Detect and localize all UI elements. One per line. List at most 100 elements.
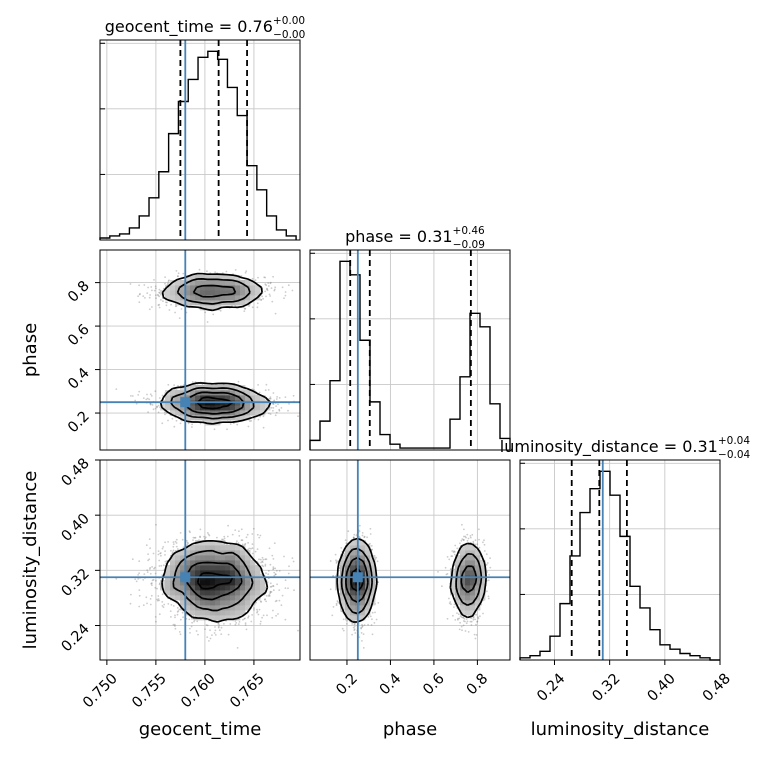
sample-point [157,553,160,556]
sample-point [275,405,277,407]
sample-point [265,558,268,561]
sample-point [149,294,152,296]
density-cell [210,300,216,306]
title-main: geocent_time = 0.76 [105,17,273,37]
density-cell [195,395,201,401]
sample-point [270,406,273,409]
density-cell [180,285,186,291]
panel-title-phase: phase = 0.31+0.46 −0.09 [345,225,485,251]
sample-point [142,295,145,297]
sample-point [149,393,152,396]
density-cell [235,410,241,416]
sample-point [162,564,165,567]
sample-point [134,399,137,402]
sample-point [226,428,228,431]
sample-point [274,573,277,576]
sample-point [291,289,294,292]
panel-body [100,460,300,660]
sample-point [161,547,164,550]
density-cell [185,410,191,416]
sample-point [182,272,185,275]
sample-point [175,305,178,307]
sample-point [151,404,154,406]
sample-point [180,308,183,310]
density-cell [180,405,186,411]
sample-point [265,572,267,575]
sample-point [240,275,243,277]
sample-point [234,269,237,271]
density-cell [225,300,231,306]
density-cell [225,405,231,411]
sample-point [278,599,281,602]
density-cell [165,405,171,411]
density-cell [170,295,176,301]
sample-point [268,397,271,400]
sample-point [176,607,179,609]
sample-point [274,312,277,315]
sample-point [176,275,179,278]
density-cell [165,395,171,401]
density-cell [200,285,206,291]
density-cell [220,280,226,286]
sample-point [263,276,266,279]
sample-point [148,558,151,561]
density-cell [190,385,196,391]
sample-point [259,558,262,561]
density-cell [230,390,236,396]
density-cell [230,280,236,286]
sample-point [236,423,239,426]
sample-point [170,303,173,306]
density-cell [235,385,241,391]
density-cell [170,405,176,411]
density-cell [190,290,196,296]
sample-point [173,425,176,428]
density-cell [180,390,186,396]
sample-point [151,289,153,292]
sample-point [235,622,238,624]
sample-point [155,579,157,582]
density-cell [240,280,246,286]
sample-point [158,397,161,399]
sample-point [153,279,155,281]
density-cell [190,295,196,301]
sample-point [274,600,277,603]
density-cell [180,300,186,306]
sample-point [206,321,209,323]
sample-point [135,402,138,405]
sample-point [172,543,175,545]
density-cell [165,295,171,301]
sample-point [164,541,167,544]
sample-point [206,532,209,534]
sample-point [260,573,263,576]
density-cell [210,410,216,416]
sample-point [275,599,278,602]
sample-point [271,300,274,303]
sample-point [272,585,274,587]
sample-point [267,285,270,287]
sample-point [251,277,254,280]
sample-point [158,559,161,562]
sample-point [146,397,149,400]
sample-point [269,397,272,400]
sample-point [284,618,287,621]
sample-point [275,411,278,414]
sample-point [179,633,182,636]
sample-point [171,417,174,420]
sample-point [177,272,180,275]
density-cell [235,290,241,296]
panel-frame [99,39,301,241]
density-cell [195,275,201,281]
sample-point [191,426,193,428]
density-cell [255,405,261,411]
sample-point [167,280,170,283]
sample-point [158,303,161,306]
density-cell [205,305,211,311]
density-cell [165,290,171,296]
sample-point [147,411,150,413]
density-cell [175,295,181,301]
sample-point [269,396,272,398]
sample-point [229,623,232,625]
sample-point [217,623,220,625]
density-cell [200,290,206,296]
density-cell [245,300,251,306]
